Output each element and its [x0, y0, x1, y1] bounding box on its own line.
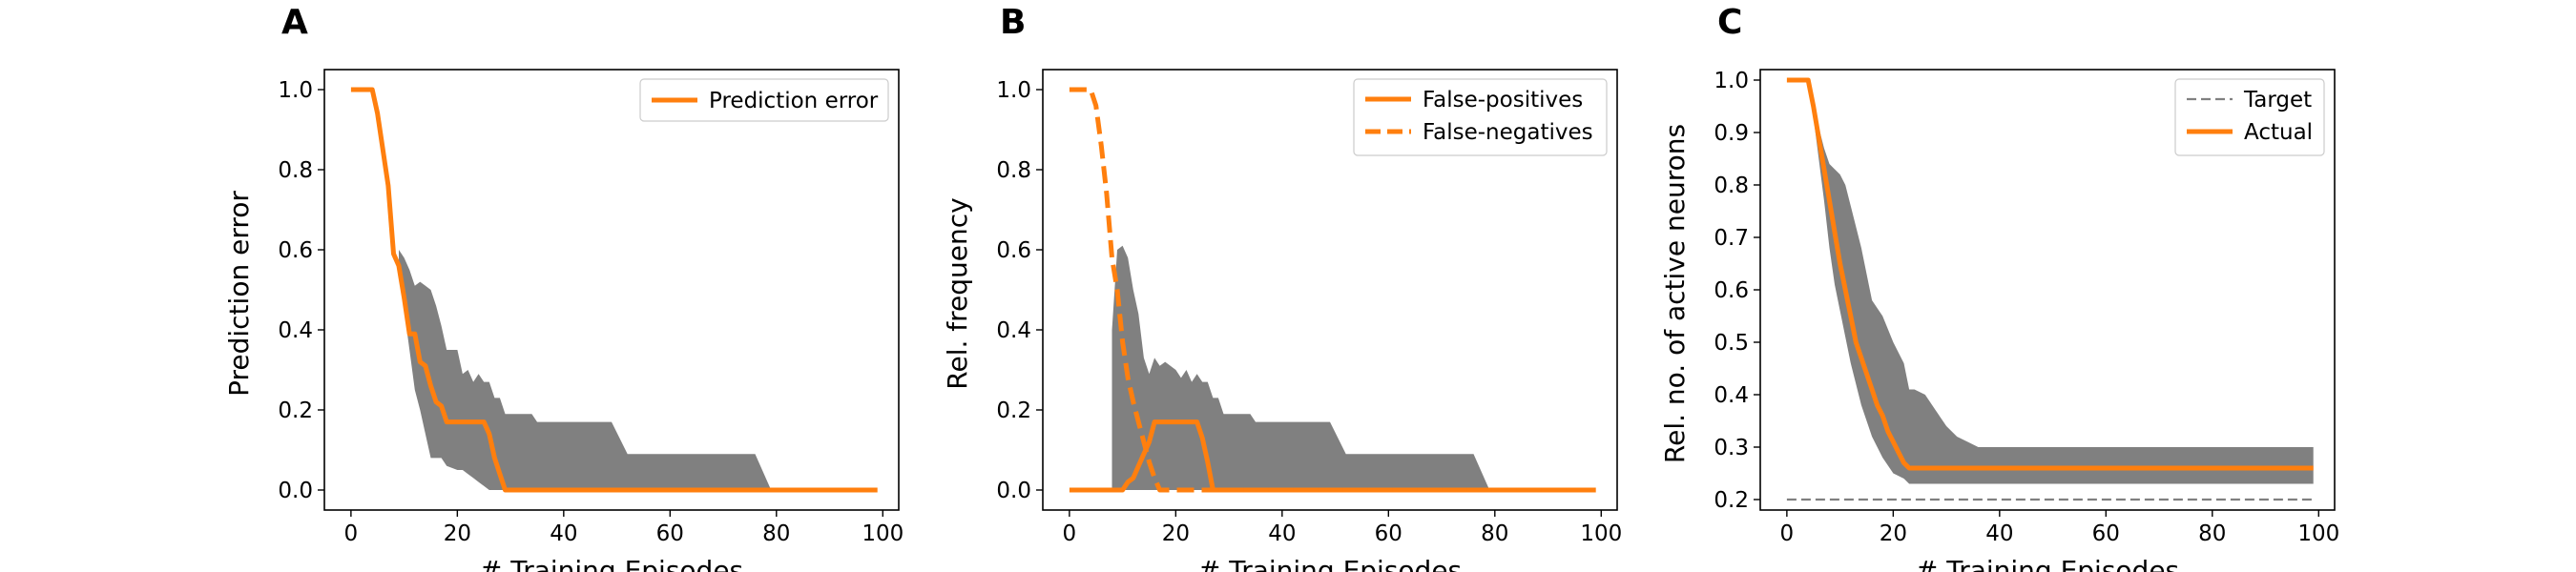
panel-a-variability-band	[399, 250, 772, 490]
panel-a-series-prediction-error	[350, 87, 878, 493]
panel-b-x-axis-label: # Training Episodes	[1198, 555, 1462, 572]
panel-b-x-tick-label: 80	[1481, 521, 1508, 546]
panel-a-x-tick-label: 80	[762, 521, 790, 546]
panel-a-axes-frame	[323, 69, 900, 511]
panel-c-y-axis-label: Rel. no. of active neurons	[1659, 124, 1691, 463]
panel-c-legend-label-actual: Actual	[2244, 120, 2313, 145]
panel-b-series-false-negatives	[1069, 87, 1596, 493]
panel-c-y-tick-label: 0.6	[1714, 278, 1749, 303]
panel-a-legend: Prediction error	[639, 78, 889, 122]
panel-b-legend-label-false-positives: False-positives	[1423, 88, 1583, 112]
panel-c-legend-label-target: Target	[2243, 88, 2312, 112]
panel-a-x-tick-label: 20	[444, 521, 471, 546]
panel-b-y-axis-label: Rel. frequency	[942, 197, 973, 389]
panel-c-x-tick-label: 20	[1880, 521, 1907, 546]
panel-b-x-tick-label: 40	[1268, 521, 1296, 546]
panel-b-y-tick-label: 0.0	[996, 479, 1031, 503]
panel-a-label: A	[281, 3, 308, 42]
panel-b-legend-label-false-negatives: False-negatives	[1423, 120, 1593, 145]
panel-c-y-tick-label: 0.4	[1714, 383, 1749, 408]
panel-c: C 0 20 40 60 80 100 0.2 0.3 0.4 0.5 0.6 0.7 0.8 0.9 1.…	[1659, 3, 2339, 572]
panel-b-x-tick-label: 100	[1580, 521, 1622, 546]
panel-c-legend-box	[2174, 78, 2325, 156]
panel-c-x-axis-label: # Training Episodes	[1916, 555, 2179, 572]
panel-c-y-tick-label: 0.8	[1714, 174, 1749, 198]
panel-a-x-axis-label: # Training Episodes	[480, 555, 743, 572]
panel-a-y-tick-label: 0.6	[278, 238, 313, 263]
panel-a-legend-box	[639, 78, 889, 122]
panel-c-y-tick-label: 0.3	[1714, 436, 1749, 460]
panel-a-x-tick-label: 60	[656, 521, 684, 546]
panel-b-x-tick-label: 60	[1375, 521, 1402, 546]
panel-b-y-tick-label: 0.8	[996, 158, 1031, 183]
panel-b-y-tick-label: 0.4	[996, 318, 1031, 343]
panel-b-x-tick-label: 20	[1162, 521, 1190, 546]
panel-b-legend: False-positives False-negatives	[1353, 78, 1608, 156]
panel-c-x-tick-label: 80	[2198, 521, 2226, 546]
panel-c-y-tick-label: 0.7	[1714, 226, 1749, 251]
panel-a-y-tick-label: 0.8	[278, 158, 313, 183]
panel-c-y-tick-label: 0.9	[1714, 121, 1749, 146]
panel-a-x-tick-label: 100	[862, 521, 904, 546]
panel-a-x-tick-label: 0	[344, 521, 359, 546]
panel-a: A 0 20 40 60 80 100 0.0 0.2 0.4 0.6 0.8 1.0 # Train…	[223, 3, 904, 572]
panel-a-y-axis-label: Prediction error	[223, 191, 255, 397]
panel-b-legend-box	[1353, 78, 1608, 156]
panel-b-y-tick-label: 0.6	[996, 238, 1031, 263]
panel-b-y-tick-label: 1.0	[996, 78, 1031, 103]
panel-b-label: B	[1000, 3, 1026, 42]
panel-a-y-tick-label: 1.0	[278, 78, 313, 103]
panel-c-x-tick-label: 0	[1780, 521, 1795, 546]
panel-b-y-tick-label: 0.2	[996, 398, 1031, 423]
panel-a-y-tick-label: 0.4	[278, 318, 313, 343]
panel-c-legend: Target Actual	[2174, 78, 2325, 156]
panel-c-label: C	[1717, 3, 1742, 42]
panel-c-x-tick-label: 40	[1985, 521, 2013, 546]
panel-a-x-tick-label: 40	[550, 521, 577, 546]
panel-c-x-tick-label: 100	[2297, 521, 2339, 546]
panel-b-variability-band	[1111, 245, 1490, 490]
panel-c-series-actual	[1786, 77, 2314, 471]
panel-c-y-tick-label: 1.0	[1714, 69, 1749, 93]
panel-c-y-tick-label: 0.2	[1714, 488, 1749, 513]
panel-a-y-tick-label: 0.2	[278, 398, 313, 423]
panel-a-legend-label-prediction-error: Prediction error	[709, 89, 879, 113]
panel-b-x-tick-label: 0	[1063, 521, 1077, 546]
panel-b: B 0 20 40 60 80 100 0.0 0.2 0.4 0.6 0.8 1.0 # Train…	[942, 3, 1622, 572]
panel-c-y-tick-label: 0.5	[1714, 331, 1749, 356]
panel-b-axes-frame	[1042, 69, 1618, 511]
panel-b-series-false-positives	[1069, 419, 1596, 493]
panel-a-y-tick-label: 0.0	[278, 479, 313, 503]
panel-c-x-tick-label: 60	[2092, 521, 2120, 546]
